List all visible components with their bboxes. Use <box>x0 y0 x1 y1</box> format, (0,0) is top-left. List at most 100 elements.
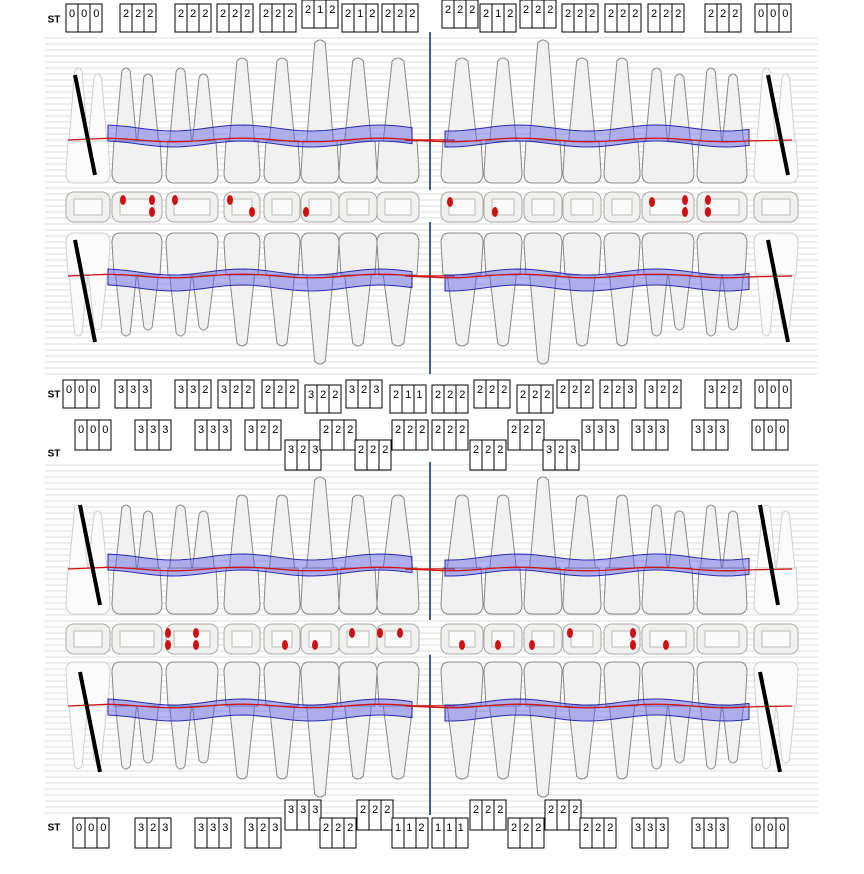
tooth-root <box>608 274 636 347</box>
pocket-depth: 222 <box>511 424 547 436</box>
pocket-depth: 222 <box>178 8 214 20</box>
pocket-depth: 333 <box>288 804 324 816</box>
occlusal-inner <box>611 198 633 216</box>
tooth-root <box>775 510 796 569</box>
number-box <box>754 379 792 409</box>
tooth-root <box>87 274 108 331</box>
number-box <box>431 419 469 451</box>
tooth-crown <box>376 661 420 707</box>
tooth-root <box>489 494 517 569</box>
number-box <box>599 379 637 409</box>
tooth-root <box>114 705 138 770</box>
tooth-root <box>667 705 691 764</box>
tooth-root <box>775 705 796 764</box>
red-mark <box>165 640 171 650</box>
tooth-crown <box>753 140 799 184</box>
tooth-root <box>645 67 669 142</box>
tooth-crown <box>111 232 163 276</box>
tooth-root <box>228 705 256 780</box>
tooth-crown <box>338 567 378 615</box>
number-box <box>544 799 582 831</box>
red-mark <box>529 640 535 650</box>
pocket-depth: 333 <box>585 424 621 436</box>
occlusal-inner <box>531 630 555 648</box>
tooth-root <box>529 705 557 798</box>
red-mark <box>630 640 636 650</box>
tooth-crown <box>641 232 695 276</box>
occlusal-inner <box>231 198 253 216</box>
tooth-crown <box>483 232 523 276</box>
pocket-depth: 000 <box>76 822 112 834</box>
red-mark <box>567 628 573 638</box>
number-box <box>114 379 152 409</box>
tooth-crown <box>223 140 261 184</box>
pocket-depth: 000 <box>66 384 102 396</box>
tooth-crown <box>223 567 261 615</box>
red-mark <box>303 207 309 217</box>
tooth-crown <box>376 232 420 276</box>
red-mark <box>172 195 178 205</box>
tooth-crown <box>376 140 420 184</box>
gum-line <box>67 137 456 143</box>
red-mark <box>682 207 688 217</box>
pocket-depth: 333 <box>635 424 671 436</box>
number-box <box>691 817 729 849</box>
tooth-root <box>775 73 796 142</box>
pocket-depth: 222 <box>323 822 359 834</box>
number-box <box>381 3 419 33</box>
pocket-depth: 222 <box>220 8 256 20</box>
number-box <box>341 3 379 33</box>
tooth-root <box>529 39 557 142</box>
tooth-root <box>114 274 138 337</box>
number-box <box>631 817 669 849</box>
number-box <box>134 817 172 849</box>
pocket-depth: 333 <box>635 822 671 834</box>
number-box <box>345 379 383 409</box>
number-box <box>194 419 232 451</box>
pocket-depth: 323 <box>546 444 582 456</box>
gum-line <box>67 566 456 572</box>
number-box <box>516 384 554 414</box>
pocket-depth: 222 <box>511 822 547 834</box>
pocket-depth: 222 <box>651 8 687 20</box>
tooth-crown <box>696 232 748 276</box>
tooth-crown <box>483 140 523 184</box>
tooth-root <box>306 476 334 569</box>
number-box <box>647 3 685 33</box>
red-mark <box>705 195 711 205</box>
tooth-crown <box>165 140 219 184</box>
tooth-root <box>645 705 669 770</box>
tooth-root <box>721 274 745 331</box>
red-mark <box>149 195 155 205</box>
red-mark <box>349 628 355 638</box>
marker-line <box>758 504 780 606</box>
number-box <box>216 3 254 33</box>
gum-line <box>404 273 793 279</box>
pocket-depth: 222 <box>523 4 559 16</box>
red-mark <box>193 628 199 638</box>
tooth-root <box>344 274 372 347</box>
tooth-crown <box>641 661 695 707</box>
gum-line <box>404 137 793 143</box>
tooth-root <box>169 705 193 770</box>
pocket-depth: 000 <box>755 424 791 436</box>
occlusal-inner <box>73 630 103 648</box>
tooth-root <box>191 705 215 764</box>
number-box <box>479 3 517 33</box>
pocket-depth: 111 <box>435 822 470 834</box>
tooth-root <box>344 705 372 780</box>
tooth-root <box>721 510 745 569</box>
red-mark <box>120 195 126 205</box>
red-mark <box>227 195 233 205</box>
tooth-crown <box>263 567 301 615</box>
tooth-crown <box>376 567 420 615</box>
tooth-root <box>667 510 691 569</box>
tooth-crown <box>263 661 301 707</box>
tooth-crown <box>165 567 219 615</box>
tooth-crown <box>223 661 261 707</box>
pocket-depth: 211 <box>393 389 429 401</box>
number-box <box>244 817 282 849</box>
tooth-root <box>136 510 160 569</box>
tooth-crown <box>300 661 340 707</box>
number-box <box>751 817 789 849</box>
